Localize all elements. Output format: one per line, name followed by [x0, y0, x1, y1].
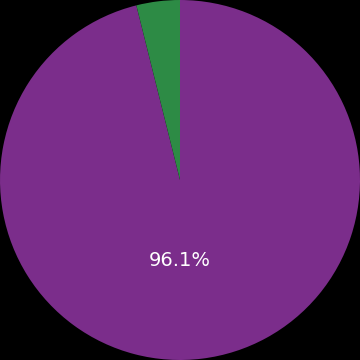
Text: 96.1%: 96.1%: [149, 252, 211, 270]
Wedge shape: [136, 0, 180, 180]
